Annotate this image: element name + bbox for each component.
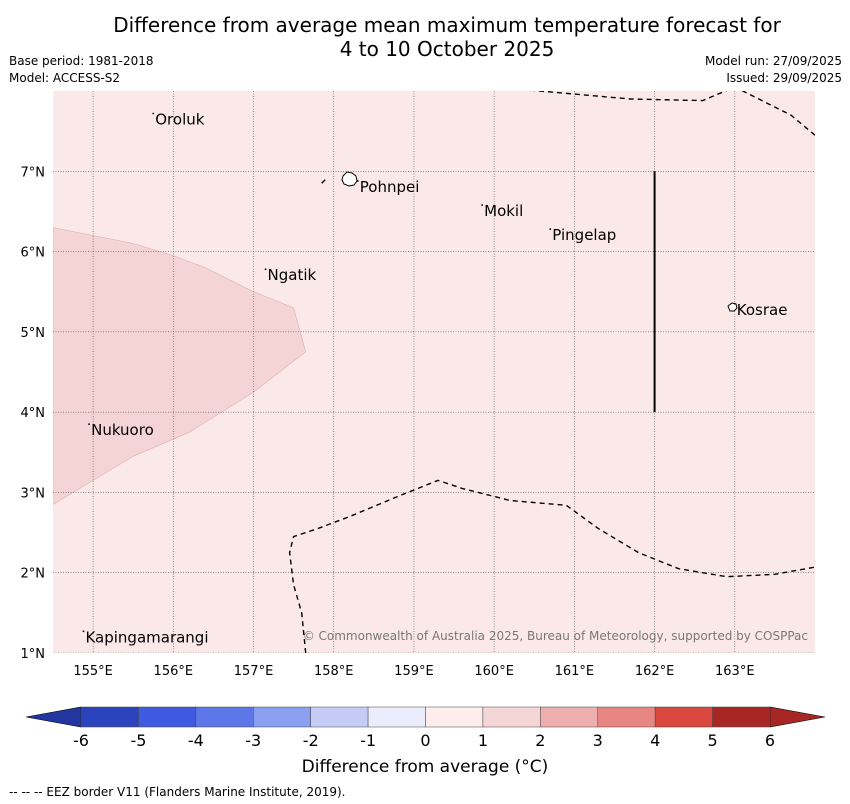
eez-border-line: [531, 91, 815, 136]
place-marker: [356, 180, 359, 182]
lat-tick-label: 1°N: [21, 647, 46, 662]
place-label-ngatik: Ngatik: [268, 266, 317, 284]
place-marker: [481, 204, 484, 206]
colorbar-segment: [80, 706, 139, 728]
place-marker: [88, 423, 90, 426]
axis-tick-labels: 155°E 156°E 157°E 158°E 159°E 160°E 161°E 162°E…: [21, 165, 755, 679]
colorbar-tick-label: 5: [707, 731, 717, 750]
colorbar: -6 -5 -4 -3 -2 -1 0 1 2 3 4 5 6: [25, 706, 826, 750]
meta-right: Model run: 27/09/2025 Issued: 29/09/2025: [705, 53, 842, 87]
colorbar-tick-label: -6: [73, 731, 89, 750]
colorbar-tick-label: -5: [130, 731, 146, 750]
eez-border-line: [288, 479, 815, 653]
place-marker: [152, 112, 155, 115]
lat-tick-label: 6°N: [21, 246, 46, 261]
place-label-nukuoro: Nukuoro: [91, 421, 154, 439]
colorbar-tick-label: 6: [765, 731, 775, 750]
colorbar-label: Difference from average (°C): [301, 757, 549, 777]
forecast-map[interactable]: Oroluk Pohnpei Mokil Pingelap Ngatik Kosrae Nu…: [0, 0, 850, 750]
colorbar-segment: [540, 706, 598, 728]
colorbar-segment: [138, 706, 197, 728]
lon-tick-label: 158°E: [314, 664, 354, 679]
eez-note: -- -- -- EEZ border V11 (Flanders Marine…: [9, 785, 346, 799]
colorbar-segment: [654, 706, 713, 728]
colorbar-segment: [597, 706, 656, 728]
pohnpei-island-outline: [341, 171, 358, 187]
title-line-1: Difference from average mean maximum tem…: [113, 13, 781, 37]
colorbar-segment: [253, 706, 311, 728]
place-label-kapingamarangi: Kapingamarangi: [85, 628, 208, 646]
copyright-text: © Commonwealth of Australia 2025, Bureau…: [303, 629, 808, 643]
eez-boundaries: [288, 91, 815, 653]
anomaly-regions: [53, 227, 307, 505]
lon-tick-label: 157°E: [234, 664, 274, 679]
colorbar-tick-label: -3: [245, 731, 261, 750]
colorbar-segment: [367, 706, 426, 728]
colorbar-extend-high: [769, 706, 826, 728]
colorbar-extend-low: [25, 706, 82, 728]
kosrae-island-outline: [727, 302, 738, 312]
colorbar-segment: [482, 706, 541, 728]
place-marker: [733, 302, 736, 305]
lon-tick-label: 160°E: [474, 664, 514, 679]
place-marker: [264, 268, 267, 271]
meta-left: Base period: 1981-2018 Model: ACCESS-S2: [9, 53, 154, 87]
lon-tick-label: 159°E: [394, 664, 434, 679]
title-line-2: 4 to 10 October 2025: [339, 37, 555, 61]
colorbar-tick-label: 4: [650, 731, 660, 750]
lon-tick-label: 163°E: [715, 664, 755, 679]
colorbar-tick-label: 1: [478, 731, 488, 750]
lat-tick-label: 3°N: [21, 486, 46, 501]
base-period: Base period: 1981-2018: [9, 54, 154, 68]
place-label-oroluk: Oroluk: [155, 110, 204, 128]
place-label-pohnpei: Pohnpei: [360, 178, 420, 196]
issued-date: Issued: 29/09/2025: [726, 71, 842, 85]
colorbar-segment: [425, 706, 484, 728]
place-label-kosrae: Kosrae: [737, 301, 788, 319]
eez-border-line: [321, 178, 327, 184]
lon-tick-label: 156°E: [154, 664, 194, 679]
place-marker: [82, 630, 85, 633]
colorbar-tick-label: 3: [593, 731, 603, 750]
colorbar-tick-label: -2: [303, 731, 319, 750]
lat-tick-label: 5°N: [21, 326, 46, 341]
colorbar-segment: [195, 706, 254, 728]
model-run: Model run: 27/09/2025: [704, 54, 842, 68]
colorbar-tick-label: -1: [360, 731, 376, 750]
place-label-mokil: Mokil: [484, 202, 523, 220]
colorbar-segment: [310, 706, 369, 728]
colorbar-segment: [712, 706, 771, 728]
lon-tick-label: 161°E: [555, 664, 595, 679]
lon-tick-label: 162°E: [635, 664, 675, 679]
model-name: Model: ACCESS-S2: [9, 71, 121, 85]
colorbar-tick-label: 0: [420, 731, 430, 750]
lat-tick-label: 7°N: [21, 165, 46, 180]
anomaly-region-1: [53, 227, 307, 505]
place-marker: [549, 228, 552, 230]
lat-tick-label: 2°N: [21, 567, 46, 582]
map-title: Difference from average mean maximum tem…: [0, 13, 850, 61]
colorbar-tick-label: 2: [535, 731, 545, 750]
lon-tick-label: 155°E: [73, 664, 113, 679]
colorbar-tick-label: -4: [188, 731, 204, 750]
place-label-pingelap: Pingelap: [552, 226, 616, 244]
lat-tick-label: 4°N: [21, 406, 46, 421]
place-labels: Oroluk Pohnpei Mokil Pingelap Ngatik Kosrae Nu…: [82, 110, 788, 646]
